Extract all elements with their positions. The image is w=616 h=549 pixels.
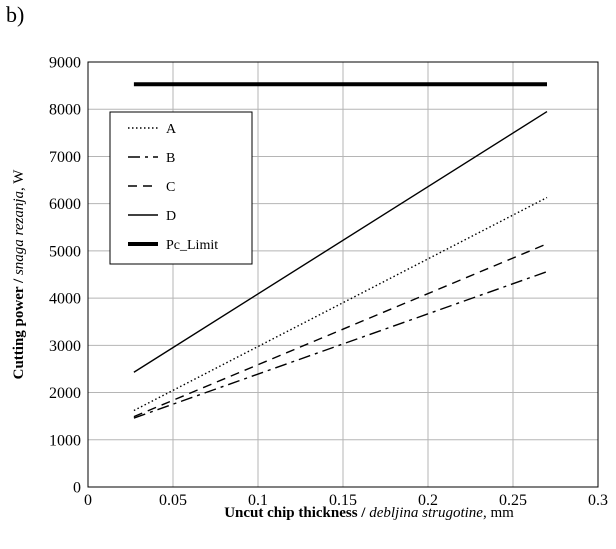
series-line-a (133, 196, 548, 412)
legend-label: A (166, 122, 177, 137)
series-group (133, 82, 548, 419)
x-tick-label: 0.1 (248, 492, 268, 509)
legend-box (109, 111, 253, 265)
legend-label: C (166, 180, 175, 195)
x-tick-labels: 0 0.05 0.1 0.15 0.2 0.25 0.3 (84, 492, 608, 509)
x-tick-label: 0 (84, 492, 92, 509)
y-tick-label: 7000 (49, 149, 81, 166)
x-axis-title: Uncut chip thickness / debljina strugoti… (224, 505, 514, 521)
y-tick-labels: 0 1000 2000 3000 4000 5000 6000 7000 8000 9000 (49, 55, 81, 497)
legend-label: Pc_Limit (166, 238, 218, 253)
y-tick-label: 9000 (49, 55, 81, 72)
series-line-d (133, 110, 548, 373)
y-tick-label: 5000 (49, 243, 81, 260)
panel-label: b) (6, 2, 24, 27)
y-tick-label: 3000 (49, 338, 81, 355)
plot-frame (87, 61, 599, 488)
y-tick-label: 2000 (49, 385, 81, 402)
x-tick-label: 0.25 (499, 492, 527, 509)
x-tick-label: 0.15 (329, 492, 357, 509)
legend-label: D (166, 209, 176, 224)
x-tick-label: 0.05 (159, 492, 187, 509)
y-axis-title: Cutting power / snaga rezanja, W (11, 169, 27, 380)
y-tick-label: 0 (73, 480, 81, 497)
y-tick-label: 8000 (49, 102, 81, 119)
y-tick-label: 1000 (49, 432, 81, 449)
x-tick-label: 0.2 (418, 492, 438, 509)
y-tick-label: 6000 (49, 196, 81, 213)
x-tick-label: 0.3 (588, 492, 608, 509)
series-line-c (133, 243, 548, 418)
legend-label: B (166, 151, 175, 166)
y-tick-label: 4000 (49, 291, 81, 308)
series-line-b (133, 271, 548, 419)
